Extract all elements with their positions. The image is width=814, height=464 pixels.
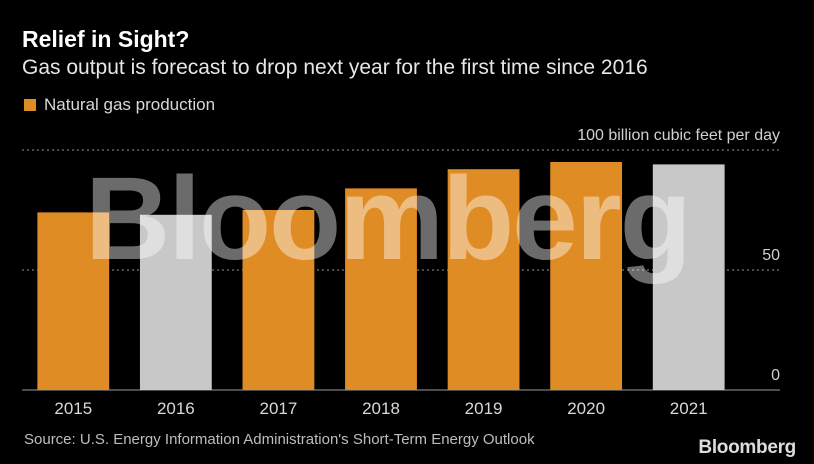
bar-2017 — [242, 210, 315, 390]
x-tick-label-2017: 2017 — [260, 399, 298, 418]
x-tick-label-2016: 2016 — [157, 399, 195, 418]
bar-2018 — [345, 188, 417, 390]
label-layer: 0 50 100 billion cubic feet per day 2015 201… — [54, 127, 780, 418]
brand-logo: Bloomberg — [698, 437, 796, 458]
legend: Natural gas production — [24, 95, 215, 115]
chart-subtitle: Gas output is forecast to drop next year… — [22, 56, 648, 79]
bar-2020 — [550, 162, 623, 390]
source-note: Source: U.S. Energy Information Administ… — [24, 431, 535, 448]
y-tick-label-50: 50 — [762, 247, 780, 264]
chart-title: Relief in Sight? — [22, 26, 190, 52]
bar-2019 — [447, 169, 520, 390]
y-tick-label-0: 0 — [771, 367, 780, 384]
legend-label: Natural gas production — [44, 95, 216, 114]
x-tick-label-2021: 2021 — [670, 399, 708, 418]
legend-swatch — [24, 99, 36, 111]
x-tick-label-2020: 2020 — [567, 399, 605, 418]
bar-layer — [37, 162, 725, 390]
bar-2015 — [37, 212, 110, 390]
bar-2016 — [139, 214, 212, 390]
bar-2021 — [652, 164, 725, 390]
x-tick-label-2018: 2018 — [362, 399, 400, 418]
x-tick-label-2015: 2015 — [54, 399, 92, 418]
x-tick-label-2019: 2019 — [465, 399, 503, 418]
y-tick-label-100: 100 billion cubic feet per day — [577, 127, 780, 144]
